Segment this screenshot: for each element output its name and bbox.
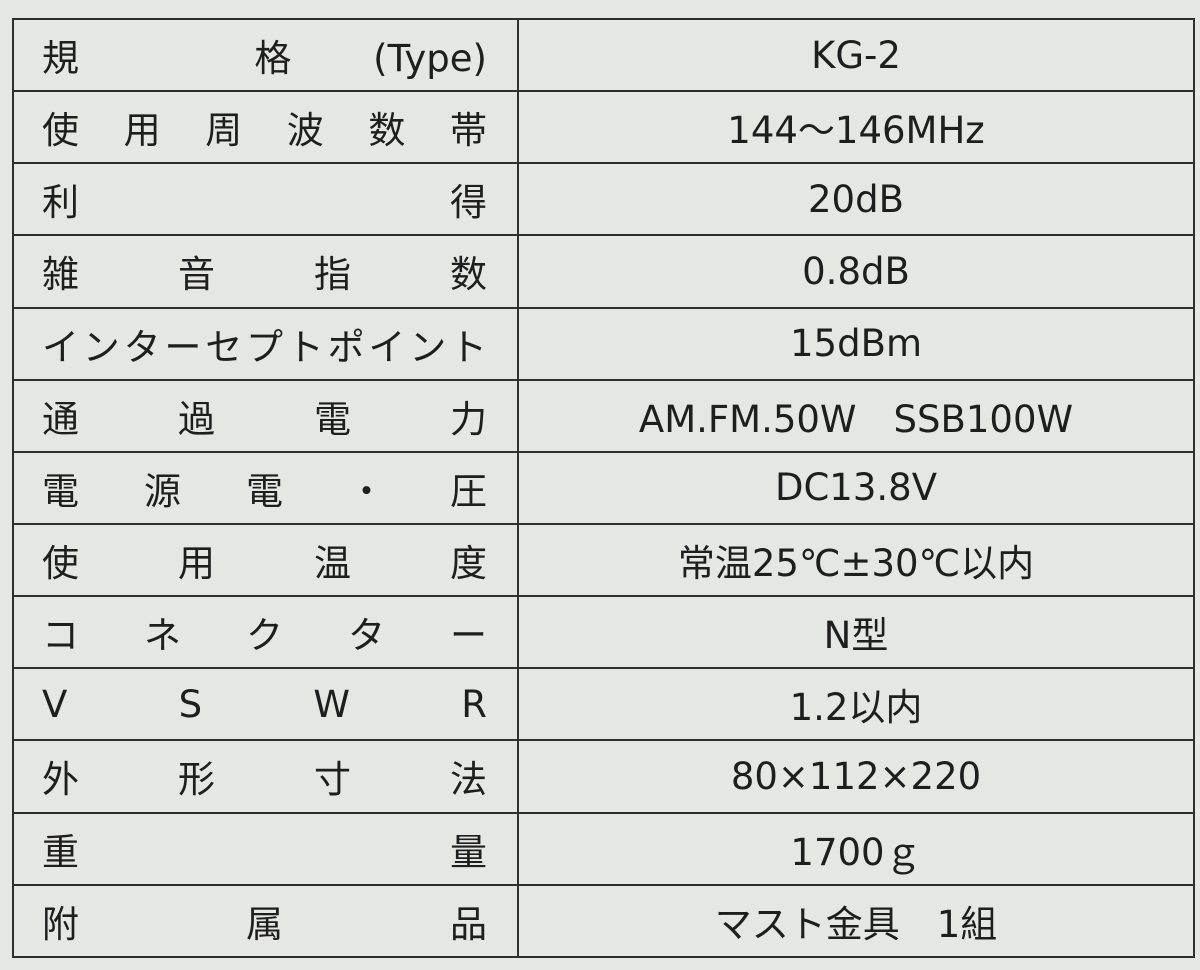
table-row: インターセプトポイント 15dBm xyxy=(12,306,1195,381)
spec-label: 雑 音 指 数 xyxy=(12,234,519,309)
spec-label: インターセプトポイント xyxy=(12,306,519,381)
table-row: コ ネ ク タ ー N型 xyxy=(12,595,1195,670)
table-row: 規 格(Type) KG-2 xyxy=(12,17,1195,93)
table-row: 外 形 寸 法 80×112×220 xyxy=(12,739,1195,814)
spec-label: 通 過 電 力 xyxy=(12,378,519,453)
spec-label: コ ネ ク タ ー xyxy=(12,595,519,670)
spec-value: AM.FM.50W SSB100W xyxy=(517,378,1195,453)
spec-value: 常温25℃±30℃以内 xyxy=(517,522,1195,598)
spec-label: 重 量 xyxy=(12,811,519,886)
spec-label: 外 形 寸 法 xyxy=(12,739,519,814)
spec-value: N型 xyxy=(517,595,1195,670)
spec-label: 附 属 品 xyxy=(12,883,519,959)
spec-label: 使 用 温 度 xyxy=(12,522,519,598)
spec-value: 1700ｇ xyxy=(517,811,1195,886)
spec-value: 1.2以内 xyxy=(517,667,1195,742)
table-row: 重 量 1700ｇ xyxy=(12,811,1195,886)
spec-value: 0.8dB xyxy=(517,234,1195,309)
spec-value: マスト金具 1組 xyxy=(517,883,1195,959)
spec-label: 電 源 電 ・ 圧 xyxy=(12,450,519,525)
spec-label: 利 得 xyxy=(12,162,519,237)
spec-table-body: 規 格(Type) KG-2 使 用 周 波 数 帯 144～146MHz 利 得 20d… xyxy=(12,17,1195,959)
table-row: 通 過 電 力 AM.FM.50W SSB100W xyxy=(12,378,1195,453)
table-row: 利 得 20dB xyxy=(12,162,1195,237)
spec-value: 15dBm xyxy=(517,306,1195,381)
spec-value: 144～146MHz xyxy=(517,90,1195,165)
spec-table: 規 格(Type) KG-2 使 用 周 波 数 帯 144～146MHz 利 得 20d… xyxy=(12,17,1195,959)
table-row: 附 属 品マスト金具 1組 xyxy=(12,883,1195,959)
table-row: 電 源 電 ・ 圧 DC13.8V xyxy=(12,450,1195,525)
table-row: 雑 音 指 数 0.8dB xyxy=(12,234,1195,309)
table-row: 使 用 周 波 数 帯 144～146MHz xyxy=(12,90,1195,165)
spec-label: 規 格(Type) xyxy=(12,17,519,93)
spec-label: 使 用 周 波 数 帯 xyxy=(12,90,519,165)
spec-label: V S W R xyxy=(12,667,519,742)
spec-value: KG-2 xyxy=(517,17,1195,93)
table-row: 使 用 温 度常温25℃±30℃以内 xyxy=(12,522,1195,598)
table-row: V S W R 1.2以内 xyxy=(12,667,1195,742)
spec-value: DC13.8V xyxy=(517,450,1195,525)
spec-value: 80×112×220 xyxy=(517,739,1195,814)
spec-value: 20dB xyxy=(517,162,1195,237)
